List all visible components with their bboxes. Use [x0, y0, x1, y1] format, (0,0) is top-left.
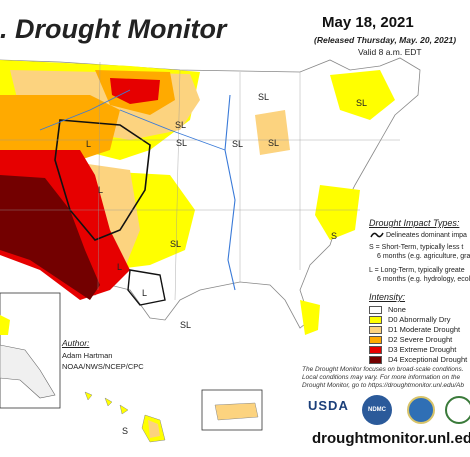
- website-url[interactable]: droughtmonitor.unl.edu: [312, 430, 470, 447]
- page-title: . Drought Monitor: [0, 14, 227, 44]
- impact-short-term: S = Short-Term, typically less t: [369, 244, 464, 251]
- drought-d3-northplains: [110, 78, 160, 104]
- impact-short-term-detail: 6 months (e.g. agriculture, gras: [377, 253, 470, 260]
- map-label-l: L: [86, 139, 91, 149]
- map-label-sl: SL: [175, 120, 186, 130]
- release-date: (Released Thursday, May. 20, 2021): [314, 35, 457, 45]
- drought-d0-midatlantic: [315, 185, 360, 240]
- legend-swatch: [369, 315, 382, 324]
- impact-line-icon: [370, 232, 384, 238]
- map-label-l: L: [117, 262, 122, 272]
- nidis-logo[interactable]: [445, 396, 470, 424]
- map-label-sl: SL: [232, 139, 243, 149]
- map-label-s: S: [122, 426, 128, 436]
- author-heading: Author:: [62, 338, 90, 348]
- map-label-sl: SL: [258, 92, 269, 102]
- drought-d1-michigan: [255, 110, 290, 155]
- valid-time: Valid 8 a.m. EDT: [358, 47, 422, 57]
- legend-label: D4 Exceptional Drought: [388, 355, 468, 364]
- legend-swatch: [369, 305, 382, 314]
- impact-long-term: L = Long-Term, typically greate: [369, 267, 465, 274]
- legend-row-d4: D4 Exceptional Drought: [369, 355, 467, 364]
- puerto-rico-shape: [214, 402, 259, 421]
- footnote-line: Drought Monitor, go to https://droughtmo…: [302, 382, 464, 389]
- legend-swatch: [369, 345, 382, 354]
- legend-row-d3: D3 Extreme Drought: [369, 345, 456, 354]
- impact-boundary-line: [54, 119, 151, 241]
- map-date: May 18, 2021: [322, 14, 414, 31]
- map-label-sl: SL: [268, 138, 279, 148]
- map-label-sl: SL: [170, 239, 181, 249]
- alaska-shape: [0, 344, 56, 399]
- intensity-heading: Intensity:: [369, 292, 406, 302]
- ndmc-logo-text: NDMC: [368, 407, 386, 413]
- legend-label: None: [388, 305, 406, 314]
- legend-label: D0 Abnormally Dry: [388, 315, 451, 324]
- legend-swatch: [369, 325, 382, 334]
- map-label-sl: SL: [180, 320, 191, 330]
- impact-long-term-detail: 6 months (e.g. hydrology, ecolo: [377, 276, 470, 283]
- author-org: NOAA/NWS/NCEP/CPC: [62, 362, 144, 371]
- legend-swatch: [369, 355, 382, 364]
- ndmc-logo[interactable]: NDMC: [362, 395, 392, 425]
- map-label-l: L: [142, 288, 147, 298]
- legend-row-d1: D1 Moderate Drought: [369, 325, 460, 334]
- footnote: The Drought Monitor focuses on broad-sca…: [302, 366, 464, 390]
- alaska-d0: [0, 315, 10, 335]
- drought-d4-southwest: [0, 175, 100, 300]
- river-line: [224, 94, 236, 291]
- footnote-line: Local conditions may vary. For more info…: [302, 374, 461, 381]
- river-line: [119, 109, 226, 151]
- map-label-s: S: [331, 231, 337, 241]
- legend-row-d2: D2 Severe Drought: [369, 335, 452, 344]
- legend-label: D3 Extreme Drought: [388, 345, 457, 354]
- author-name: Adam Hartman: [62, 351, 113, 360]
- legend-row-d0: D0 Abnormally Dry: [369, 315, 451, 324]
- state-boundaries: [0, 61, 400, 301]
- impact-boundary-line: [127, 269, 166, 306]
- impact-line-desc: Delineates dominant impa: [386, 232, 467, 239]
- legend-row-none: None: [369, 305, 406, 314]
- hawaii-islands: [84, 391, 166, 443]
- map-label-l: L: [98, 185, 103, 195]
- drought-d0-northeast: [330, 70, 395, 120]
- noaa-logo[interactable]: [407, 396, 435, 424]
- map-label-sl: SL: [176, 138, 187, 148]
- drought-d0-florida: [300, 300, 320, 335]
- usda-logo[interactable]: USDA: [308, 398, 349, 413]
- hawaii-d1: [148, 420, 160, 438]
- legend-swatch: [369, 335, 382, 344]
- impact-types-heading: Drought Impact Types:: [369, 218, 460, 228]
- river-line: [39, 89, 131, 131]
- legend-label: D1 Moderate Drought: [388, 325, 461, 334]
- legend-label: D2 Severe Drought: [388, 335, 453, 344]
- footnote-line: The Drought Monitor focuses on broad-sca…: [302, 366, 464, 373]
- map-label-sl: SL: [356, 98, 367, 108]
